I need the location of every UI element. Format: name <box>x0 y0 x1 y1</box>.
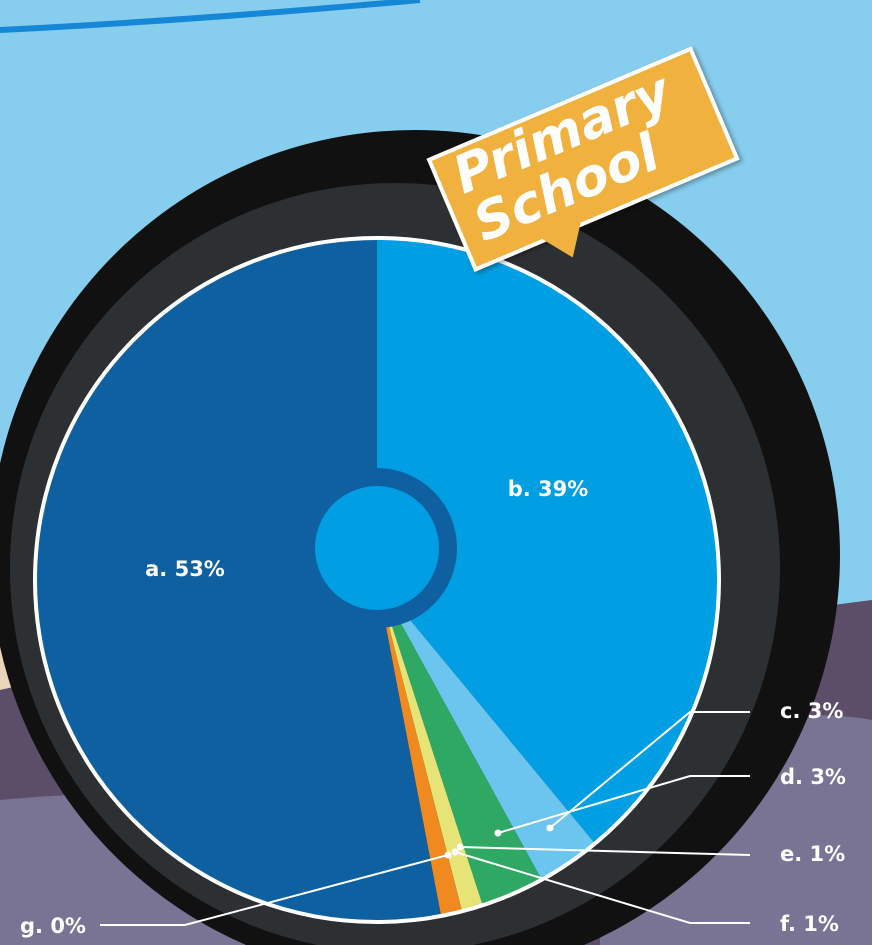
leader-line <box>100 854 449 926</box>
data-label: c. 3% <box>780 699 843 723</box>
leader-dot <box>456 843 464 851</box>
stripe <box>0 0 421 33</box>
leader-line <box>497 775 750 834</box>
pie-slice <box>377 580 483 912</box>
pie-slice <box>377 238 720 844</box>
data-label: a. 53% <box>145 557 225 581</box>
data-label: d. 3% <box>780 765 846 789</box>
leader-dot <box>451 848 459 856</box>
pie-slice <box>377 580 463 916</box>
data-label: b. 39% <box>508 477 589 501</box>
data-label: e. 1% <box>780 842 845 866</box>
hub <box>315 486 439 610</box>
leader-dot <box>546 824 554 832</box>
data-label: f. 1% <box>780 912 839 936</box>
leader-dot <box>444 851 452 859</box>
pie-slice <box>377 580 595 880</box>
leader-line <box>549 711 750 829</box>
pie-outline <box>33 236 721 924</box>
pie-slice <box>35 238 442 922</box>
leader-line <box>459 846 751 856</box>
pie-slice <box>377 580 542 906</box>
data-label: g. 0% <box>20 914 86 938</box>
leader-line <box>454 851 750 924</box>
leader-dot <box>494 829 502 837</box>
